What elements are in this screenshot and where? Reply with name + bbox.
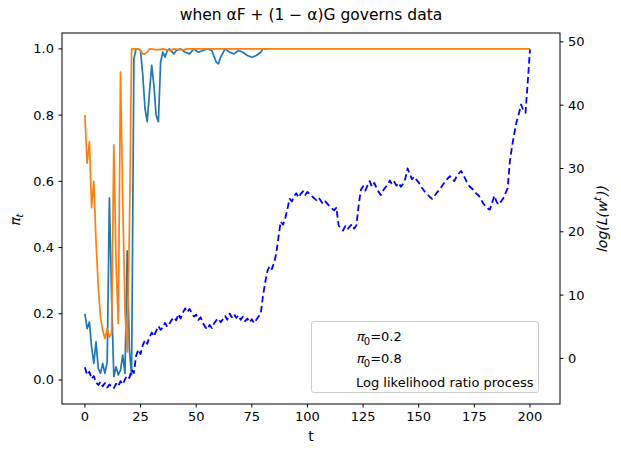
x-tick-label: 125 xyxy=(351,409,376,424)
y-left-tick-label: 0.4 xyxy=(33,240,54,255)
legend-label-pi08: π0=0.8 xyxy=(356,351,402,369)
y-left-tick-label: 0.6 xyxy=(33,174,54,189)
y-right-tick-label: 10 xyxy=(568,288,585,303)
x-tick-label: 100 xyxy=(295,409,320,424)
x-tick-label: 50 xyxy=(188,409,205,424)
y-axis-label-left: πt xyxy=(7,190,26,250)
y-right-tick-label: 30 xyxy=(568,161,585,176)
legend-item-loglik: Log likelihood ratio process xyxy=(320,371,538,393)
x-tick-label: 175 xyxy=(462,409,487,424)
legend-label-loglik: Log likelihood ratio process xyxy=(356,375,533,390)
x-tick-label: 150 xyxy=(406,409,431,424)
chart-title: when αF + (1 − α)G governs data xyxy=(62,6,560,24)
y-left-tick-label: 0.0 xyxy=(33,372,54,387)
y-right-tick-label: 0 xyxy=(568,351,576,366)
legend-label-pi02: π0=0.2 xyxy=(356,329,402,347)
legend-item-pi02: π0=0.2 xyxy=(320,327,538,349)
legend-item-pi08: π0=0.8 xyxy=(320,349,538,371)
x-axis-label: t xyxy=(62,428,560,444)
x-tick-label: 200 xyxy=(518,409,543,424)
y-right-tick-label: 20 xyxy=(568,224,585,239)
y-axis-label-right: log(L(wt)) xyxy=(592,175,610,265)
y-right-tick-label: 50 xyxy=(568,34,585,49)
series-line-1 xyxy=(85,49,530,352)
legend: π0=0.2 π0=0.8 Log likelihood ratio proce… xyxy=(311,321,539,393)
y-right-tick-label: 40 xyxy=(568,98,585,113)
x-tick-label: 25 xyxy=(132,409,149,424)
y-left-tick-label: 0.2 xyxy=(33,306,54,321)
x-tick-label: 0 xyxy=(81,409,89,424)
y-left-tick-label: 0.8 xyxy=(33,108,54,123)
figure: 02550751001251501752000.00.20.40.60.81.0… xyxy=(0,0,621,455)
x-tick-label: 75 xyxy=(244,409,261,424)
y-left-tick-label: 1.0 xyxy=(33,41,54,56)
